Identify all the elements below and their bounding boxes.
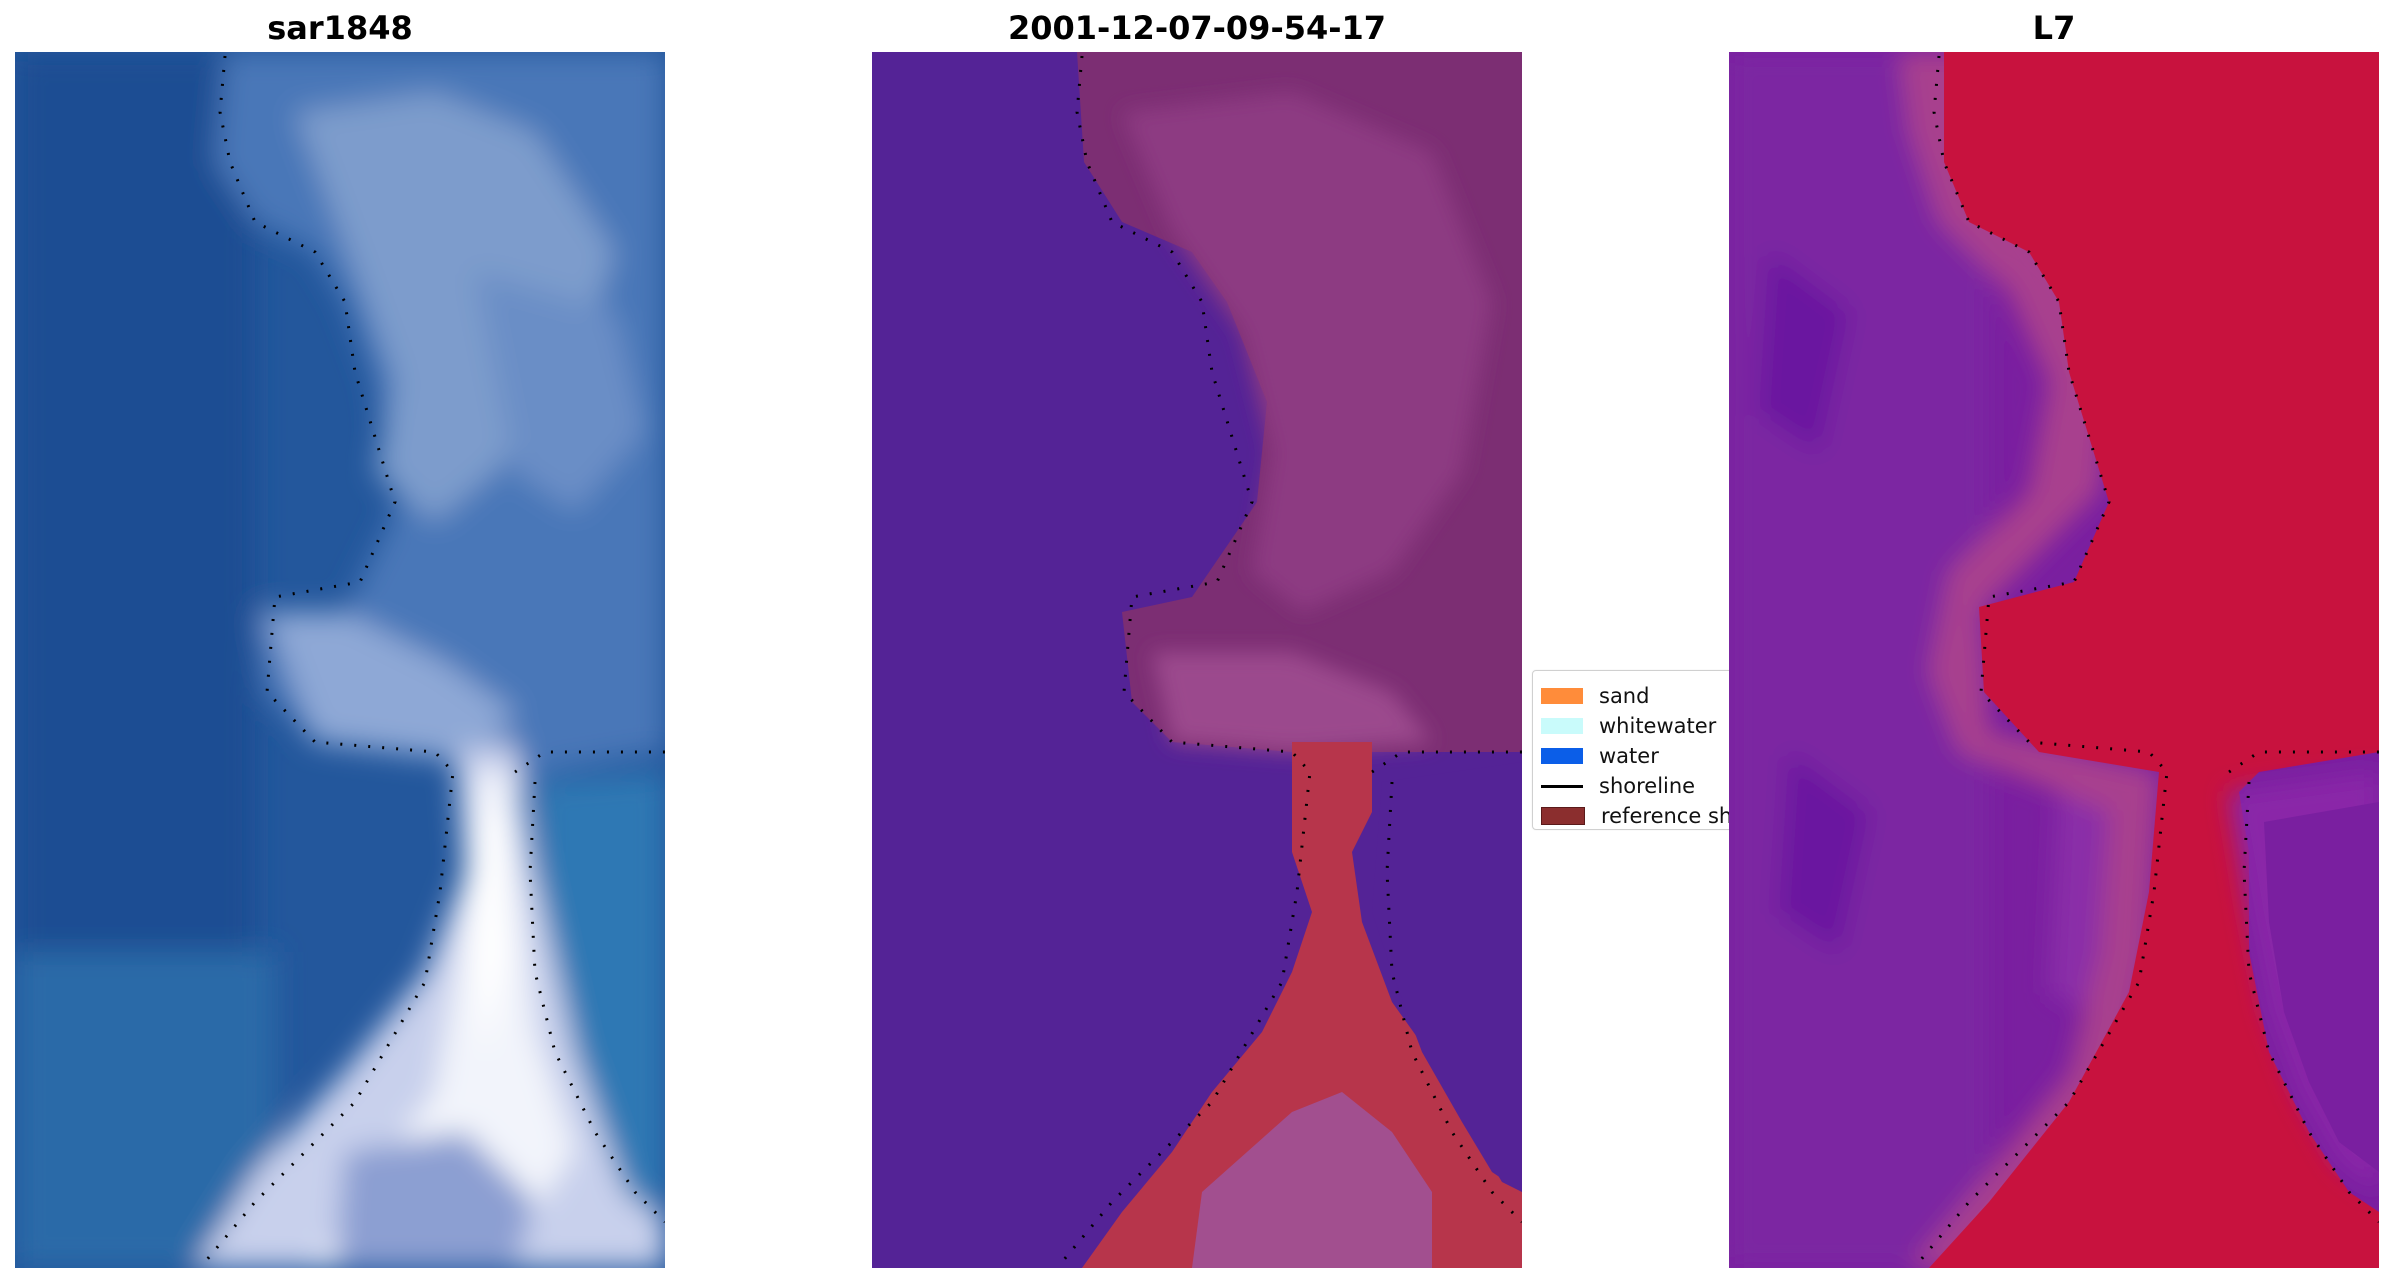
classified-image-panel bbox=[872, 52, 1522, 1268]
legend-label-water: water bbox=[1599, 744, 1659, 768]
index-image bbox=[1729, 52, 2379, 1268]
legend-label-sand: sand bbox=[1599, 684, 1650, 708]
classified-image bbox=[872, 52, 1522, 1268]
index-image-panel bbox=[1729, 52, 2379, 1268]
panel-title-2: 2001-12-07-09-54-17 bbox=[1007, 9, 1387, 47]
legend-item-shoreline: shoreline bbox=[1541, 771, 1695, 801]
legend-label-whitewater: whitewater bbox=[1599, 714, 1717, 738]
legend-item-reference-shoreline: reference shoreline buffer bbox=[1541, 801, 1733, 829]
panel-title-1: sar1848 bbox=[267, 9, 413, 47]
rgb-image-panel bbox=[15, 52, 665, 1268]
legend-label-shoreline: shoreline bbox=[1599, 774, 1696, 798]
shoreline-line-swatch bbox=[1541, 784, 1583, 788]
rgb-image bbox=[15, 52, 665, 1268]
legend-item-sand: sand bbox=[1541, 681, 1649, 711]
shoreline-dots-3 bbox=[1917, 55, 2379, 1263]
shoreline-dots-1 bbox=[203, 55, 665, 1263]
shoreline-dots-2 bbox=[1060, 55, 1522, 1263]
legend-item-whitewater: whitewater bbox=[1541, 711, 1716, 741]
reference-shoreline-swatch bbox=[1541, 807, 1585, 825]
water-swatch bbox=[1541, 748, 1583, 764]
legend-label-reference-shoreline: reference shoreline buffer bbox=[1601, 804, 1733, 828]
sand-swatch bbox=[1541, 688, 1583, 704]
legend-item-water: water bbox=[1541, 741, 1659, 771]
whitewater-swatch bbox=[1541, 718, 1583, 734]
legend: sand whitewater water shoreline referenc… bbox=[1532, 670, 1734, 830]
panel-title-3: L7 bbox=[2032, 9, 2076, 47]
